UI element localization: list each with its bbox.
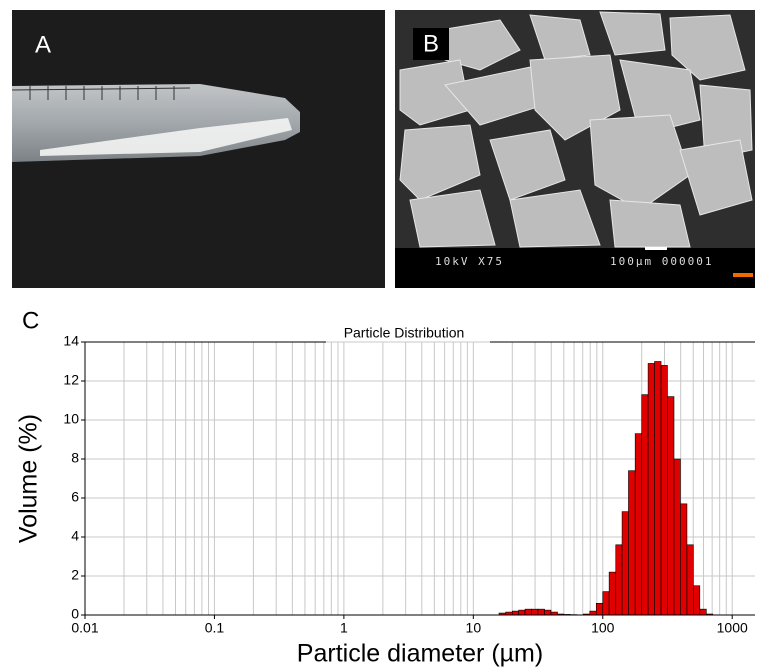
y-tick-label: 8 <box>71 450 79 466</box>
bar <box>641 394 649 616</box>
bar <box>693 585 701 616</box>
bar <box>537 608 545 616</box>
bar <box>660 365 668 616</box>
bar <box>589 610 597 616</box>
bar <box>602 591 610 616</box>
photo-a: A <box>11 10 385 288</box>
bar <box>634 433 643 616</box>
bar <box>595 602 604 616</box>
bar <box>608 571 617 616</box>
y-tick-label: 4 <box>71 528 79 544</box>
bar <box>654 361 662 616</box>
bar <box>511 610 519 616</box>
bar <box>628 470 636 616</box>
bar <box>673 458 681 616</box>
bar <box>621 511 629 616</box>
x-tick-label: 0.01 <box>71 620 98 636</box>
y-axis-label: Volume (%) <box>15 414 43 543</box>
bar <box>686 544 694 616</box>
bar <box>699 608 707 616</box>
bar <box>647 363 655 616</box>
bar <box>544 609 552 616</box>
sem-info: 10kV X75 <box>435 255 504 268</box>
bar <box>518 609 526 616</box>
x-tick-label: 100 <box>591 620 615 636</box>
bar <box>667 396 675 616</box>
y-tick-label: 6 <box>71 489 79 505</box>
x-tick-label: 0.1 <box>205 620 225 636</box>
y-tick-label: 10 <box>63 411 79 427</box>
bar <box>680 503 688 616</box>
chart: 0 2 4 6 8 10 12 14 0.01 0.1 1 10 100 1000 Particle Dis… <box>15 325 755 668</box>
y-tick-label: 0 <box>71 606 79 622</box>
panel-label: C <box>22 307 39 334</box>
panel-label: A <box>35 31 51 58</box>
x-axis-label: Particle diameter (µm) <box>297 640 543 668</box>
x-tick-label: 1 <box>340 620 348 636</box>
panel-label: B <box>423 30 439 57</box>
y-tick-label: 14 <box>63 333 79 349</box>
bar <box>524 608 532 616</box>
x-tick-label: 1000 <box>717 620 748 636</box>
bar <box>531 608 539 616</box>
chart-title: Particle Distribution <box>344 325 465 341</box>
sem-info: 100µm 000001 <box>610 255 713 268</box>
y-tick-label: 2 <box>71 567 79 583</box>
x-tick-label: 10 <box>466 620 482 636</box>
bar <box>615 544 623 616</box>
photo-b: 10kV X75 100µm 000001 B <box>395 10 755 288</box>
y-tick-label: 12 <box>63 372 79 388</box>
